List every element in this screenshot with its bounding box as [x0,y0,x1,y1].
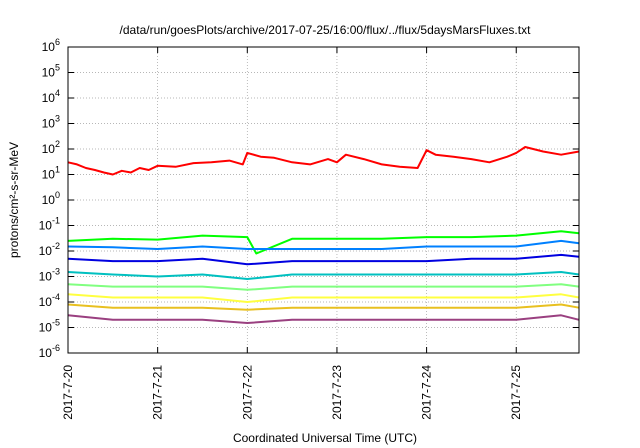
y-tick-label: 10-3 [39,267,60,284]
y-tick-label: 10-1 [39,216,60,233]
y-tick-label: 104 [42,88,60,105]
x-tick-label: 2017-7-25 [509,365,523,420]
x-tick-label: 2017-7-24 [420,365,434,420]
y-tick-label: 10-6 [39,343,60,360]
chart-title: /data/run/goesPlots/archive/2017-07-25/1… [120,23,532,37]
x-tick-label: 2017-7-21 [151,365,165,420]
y-tick-label: 103 [42,114,60,131]
series-line-7 [67,293,580,303]
series-line-2 [67,230,580,255]
y-axis-label: protons/cm²-s-sr-MeV [7,142,21,258]
series-line-3 [67,239,580,250]
series-line-5 [67,271,580,280]
series-line-1 [67,146,580,176]
series-line-4 [67,253,580,266]
series-group [67,146,580,324]
y-tick-label: 106 [42,37,60,54]
y-tick-label: 100 [42,190,60,207]
y-tick-label: 105 [42,63,60,80]
ticks: 10-6 10-5 10-4 10-3 10-2 10-1 100 101 102 103 104 1… [39,37,579,420]
y-tick-label: 102 [42,139,60,156]
series-line-6 [67,283,580,291]
y-tick-label: 10-4 [39,292,60,309]
x-tick-label: 2017-7-20 [61,365,75,420]
series-line-9 [67,314,580,324]
y-tick-label: 101 [42,165,60,182]
series-line-8 [67,303,580,311]
y-tick-label: 10-5 [39,318,60,335]
y-tick-label: 10-2 [39,241,60,258]
x-axis-label: Coordinated Universal Time (UTC) [233,431,417,445]
x-tick-label: 2017-7-23 [330,365,344,420]
x-tick-label: 2017-7-22 [240,365,254,420]
